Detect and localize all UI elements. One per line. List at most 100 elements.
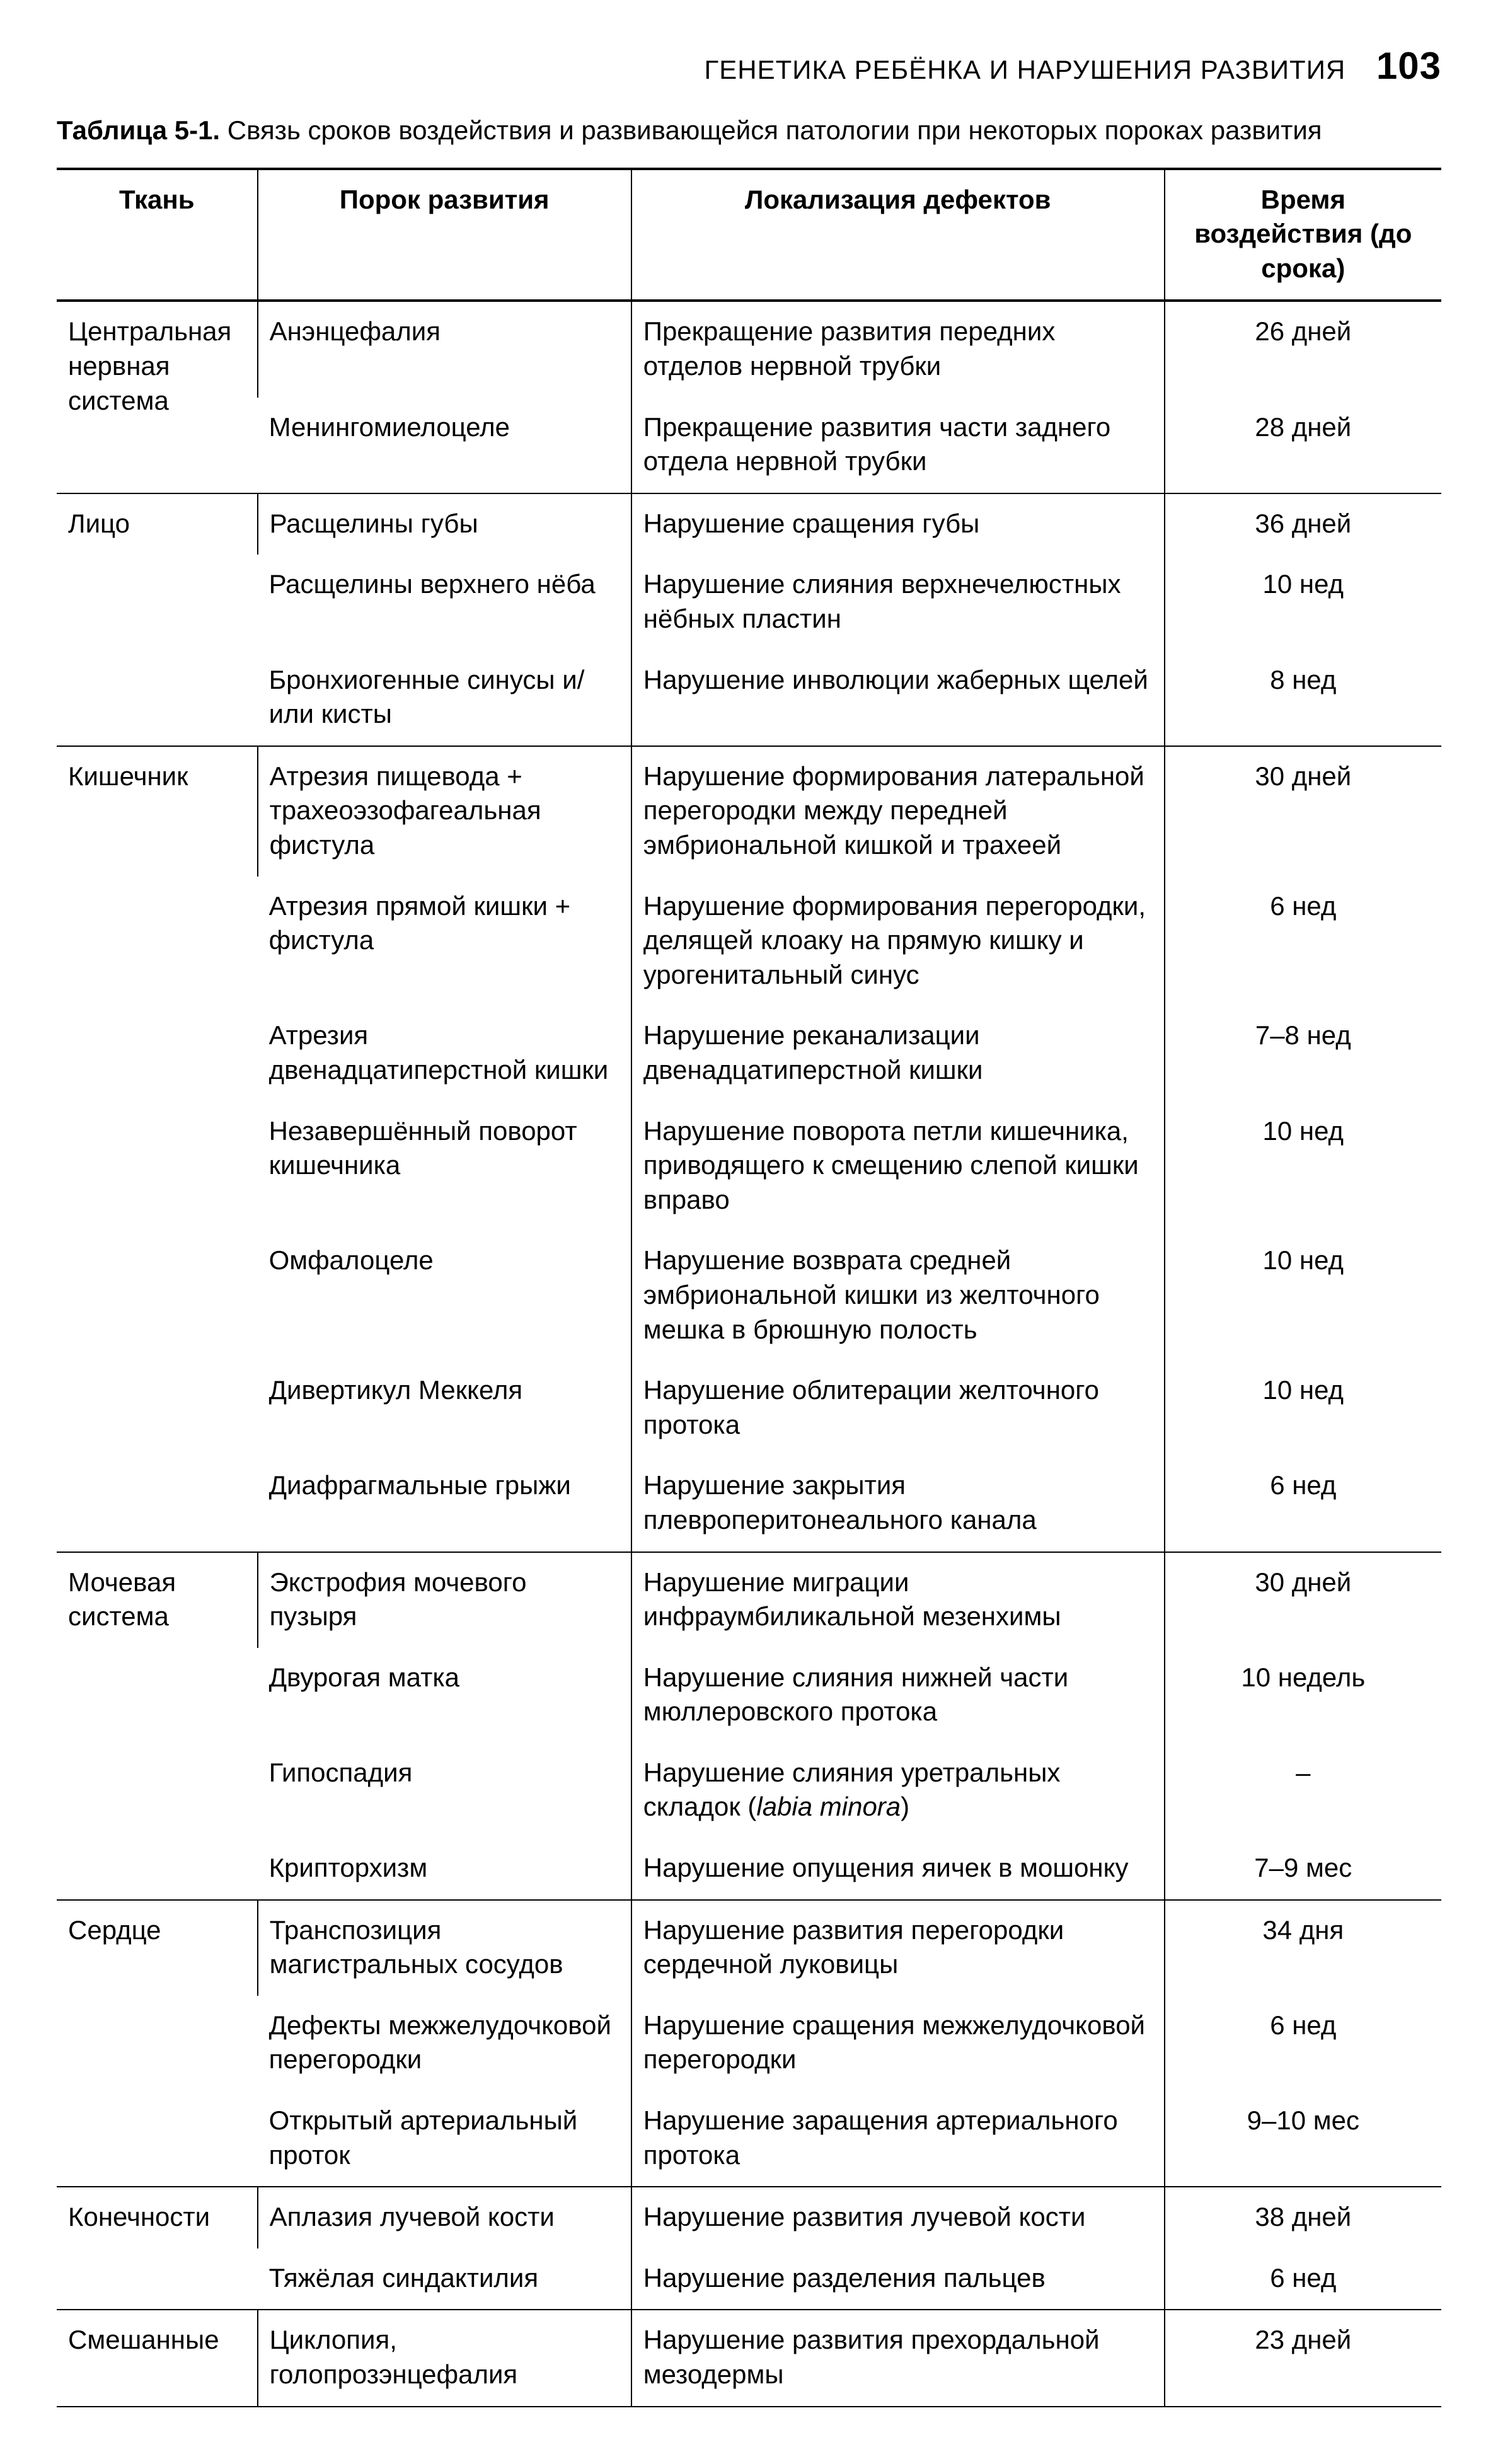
cell-defect: Атрезия прямой кишки + фистула [258, 877, 631, 1006]
table-row: КонечностиАплазия лучевой костиНарушение… [57, 2187, 1441, 2248]
cell-defect: Диафрагмальные грыжи [258, 1456, 631, 1552]
table-row: Дефекты межжелудочковой перегородкиНаруш… [57, 1996, 1441, 2091]
table-row: Бронхиогенные синусы и/или кистыНарушени… [57, 650, 1441, 746]
cell-localization: Нарушение формирования латеральной перег… [631, 746, 1165, 877]
cell-time: 6 нед [1165, 877, 1441, 1006]
cell-tissue: Мочевая система [57, 1552, 258, 1900]
table-header-row: Ткань Порок развития Локализация дефекто… [57, 169, 1441, 301]
cell-time: 6 нед [1165, 2248, 1441, 2310]
cell-defect: Крипторхизм [258, 1838, 631, 1900]
cell-time: 10 нед [1165, 1231, 1441, 1361]
cell-defect: Расщелины губы [258, 493, 631, 555]
cell-time: 10 недель [1165, 1648, 1441, 1743]
cell-localization: Нарушение инволюции жаберных щелей [631, 650, 1165, 746]
cell-defect: Менингомиелоцеле [258, 398, 631, 493]
cell-localization: Нарушение реканализации двенадцатиперстн… [631, 1006, 1165, 1101]
cell-time: 30 дней [1165, 1552, 1441, 1648]
col-header-tissue: Ткань [57, 169, 258, 301]
cell-time: 9–10 мес [1165, 2091, 1441, 2187]
cell-defect: Анэнцефалия [258, 301, 631, 397]
cell-time: 23 дней [1165, 2310, 1441, 2406]
cell-time: 8 нед [1165, 650, 1441, 746]
cell-defect: Дивертикул Меккеля [258, 1361, 631, 1456]
cell-localization: Нарушение развития лучевой кости [631, 2187, 1165, 2248]
table-row: МенингомиелоцелеПрекращение развития час… [57, 398, 1441, 493]
cell-time: 26 дней [1165, 301, 1441, 397]
cell-defect: Атрезия двенадцатиперстной кишки [258, 1006, 631, 1101]
table-row: Атрезия прямой кишки + фистулаНарушение … [57, 877, 1441, 1006]
cell-tissue: Кишечник [57, 746, 258, 1552]
cell-time: 6 нед [1165, 1456, 1441, 1552]
table-row: Диафрагмальные грыжиНарушение закрытия п… [57, 1456, 1441, 1552]
cell-localization: Нарушение заращения артериального проток… [631, 2091, 1165, 2187]
cell-localization: Нарушение закрытия плевроперитонеального… [631, 1456, 1165, 1552]
table-row: Двурогая маткаНарушение слияния нижней ч… [57, 1648, 1441, 1743]
cell-time: – [1165, 1743, 1441, 1838]
cell-localization: Нарушение сращения губы [631, 493, 1165, 555]
cell-localization: Нарушение поворота петли кишечника, прив… [631, 1102, 1165, 1231]
cell-localization: Нарушение опущения яичек в мошонку [631, 1838, 1165, 1900]
cell-localization: Нарушение возврата средней эмбриональной… [631, 1231, 1165, 1361]
cell-defect: Тяжёлая синдактилия [258, 2248, 631, 2310]
table-row: Тяжёлая синдактилияНарушение разделения … [57, 2248, 1441, 2310]
table-caption-text: Связь сроков воздействия и развивающейся… [228, 115, 1322, 145]
cell-localization: Прекращение развития передних отделов не… [631, 301, 1165, 397]
section-title: ГЕНЕТИКА РЕБЁНКА И НАРУШЕНИЯ РАЗВИТИЯ [705, 55, 1346, 84]
defects-table: Ткань Порок развития Локализация дефекто… [57, 168, 1441, 2407]
cell-defect: Бронхиогенные синусы и/или кисты [258, 650, 631, 746]
table-row: СердцеТранспозиция магистральных сосудов… [57, 1900, 1441, 1996]
page-number: 103 [1376, 45, 1441, 87]
cell-defect: Двурогая матка [258, 1648, 631, 1743]
col-header-localization: Локализация дефектов [631, 169, 1165, 301]
cell-time: 36 дней [1165, 493, 1441, 555]
cell-time: 10 нед [1165, 555, 1441, 650]
table-row: Расщелины верхнего нёбаНарушение слияния… [57, 555, 1441, 650]
cell-defect: Аплазия лучевой кости [258, 2187, 631, 2248]
cell-defect: Циклопия, голопрозэнцефалия [258, 2310, 631, 2406]
cell-time: 38 дней [1165, 2187, 1441, 2248]
cell-time: 10 нед [1165, 1102, 1441, 1231]
cell-tissue: Лицо [57, 493, 258, 746]
table-body: Центральная нервная системаАнэнцефалияПр… [57, 301, 1441, 2406]
cell-time: 10 нед [1165, 1361, 1441, 1456]
col-header-defect: Порок развития [258, 169, 631, 301]
cell-localization: Нарушение слияния уретральных складок (l… [631, 1743, 1165, 1838]
table-row: Атрезия двенадцатиперстной кишкиНарушени… [57, 1006, 1441, 1101]
table-row: ЛицоРасщелины губыНарушение сращения губ… [57, 493, 1441, 555]
table-label: Таблица 5-1. [57, 115, 220, 145]
cell-localization: Прекращение развития части заднего отдел… [631, 398, 1165, 493]
cell-tissue: Сердце [57, 1900, 258, 2187]
cell-time: 7–9 мес [1165, 1838, 1441, 1900]
table-row: ГипоспадияНарушение слияния уретральных … [57, 1743, 1441, 1838]
running-head: ГЕНЕТИКА РЕБЁНКА И НАРУШЕНИЯ РАЗВИТИЯ 10… [57, 44, 1441, 88]
cell-localization: Нарушение развития прехордальной мезодер… [631, 2310, 1165, 2406]
cell-localization: Нарушение разделения пальцев [631, 2248, 1165, 2310]
table-row: КрипторхизмНарушение опущения яичек в мо… [57, 1838, 1441, 1900]
cell-tissue: Центральная нервная система [57, 301, 258, 493]
table-row: Дивертикул МеккеляНарушение облитерации … [57, 1361, 1441, 1456]
table-row: Мочевая системаЭкстрофия мочевого пузыря… [57, 1552, 1441, 1648]
table-row: ОмфалоцелеНарушение возврата средней эмб… [57, 1231, 1441, 1361]
cell-defect: Расщелины верхнего нёба [258, 555, 631, 650]
cell-localization: Нарушение слияния верхнечелюстных нёбных… [631, 555, 1165, 650]
cell-tissue: Смешанные [57, 2310, 258, 2406]
cell-localization: Нарушение развития перегородки сердечной… [631, 1900, 1165, 1996]
table-row: Центральная нервная системаАнэнцефалияПр… [57, 301, 1441, 397]
cell-time: 30 дней [1165, 746, 1441, 877]
col-header-time: Время воздействия (до срока) [1165, 169, 1441, 301]
cell-defect: Незавершённый поворот кишечника [258, 1102, 631, 1231]
cell-defect: Экстрофия мочевого пузыря [258, 1552, 631, 1648]
cell-tissue: Конечности [57, 2187, 258, 2310]
cell-defect: Дефекты межжелудочковой перегородки [258, 1996, 631, 2091]
table-row: СмешанныеЦиклопия, голопрозэнцефалияНару… [57, 2310, 1441, 2406]
cell-defect: Транспозиция магистральных сосудов [258, 1900, 631, 1996]
cell-time: 6 нед [1165, 1996, 1441, 2091]
cell-defect: Гипоспадия [258, 1743, 631, 1838]
cell-defect: Открытый артериальный проток [258, 2091, 631, 2187]
cell-localization: Нарушение формирования перегородки, деля… [631, 877, 1165, 1006]
cell-time: 34 дня [1165, 1900, 1441, 1996]
cell-localization: Нарушение сращения межжелудочковой перег… [631, 1996, 1165, 2091]
cell-defect: Атрезия пищевода + трахеоэзофагеальная ф… [258, 746, 631, 877]
cell-time: 7–8 нед [1165, 1006, 1441, 1101]
page: ГЕНЕТИКА РЕБЁНКА И НАРУШЕНИЯ РАЗВИТИЯ 10… [0, 0, 1498, 2464]
